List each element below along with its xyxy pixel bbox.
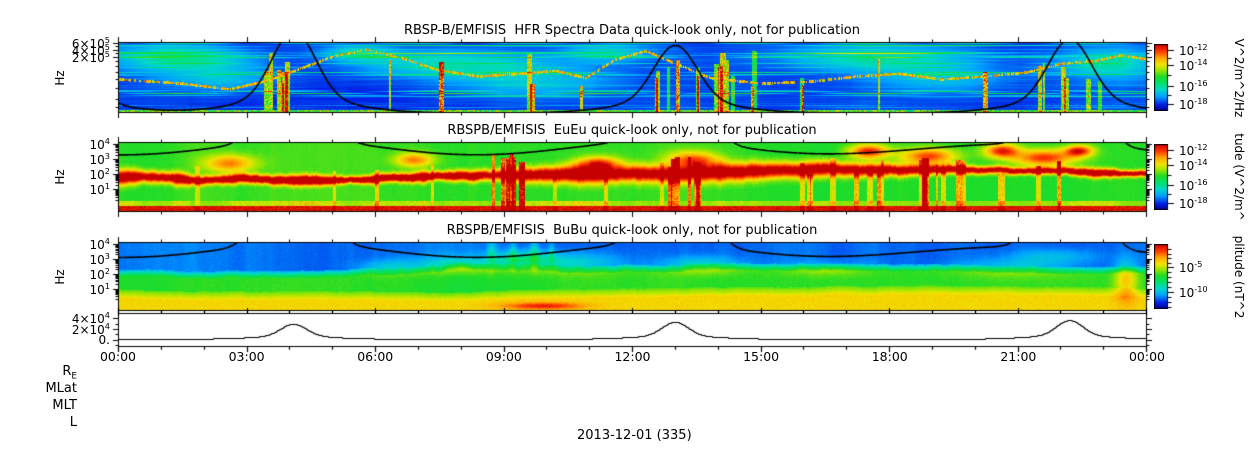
eueu-colorbar-unit-label: tude (V^2/m^ [1232, 133, 1246, 221]
date-label: 2013-12-01 (335) [577, 428, 692, 443]
x-tick-label: 18:00 [871, 349, 908, 364]
y-tick-label: 102 [89, 166, 110, 183]
colorbar-tick-label: 10-12 [1179, 42, 1208, 59]
x-tick-label: 09:00 [485, 349, 522, 364]
colorbar-tick-label: 10-14 [1179, 157, 1208, 174]
x-axis-tick-labels: 00:00 03:00 06:00 09:00 12:00 15:00 18:00 21:00… [100, 349, 1165, 365]
y-tick-label: 6×105 [71, 35, 110, 52]
y-tick-label: 2×105 [71, 48, 110, 65]
hfr-colorbar-unit-label: V^2/m^2/Hz [1232, 38, 1246, 117]
orbit-row-label: L [69, 415, 77, 430]
y-tick-label: 2×104 [71, 320, 110, 337]
y-tick-label: 103 [89, 151, 110, 168]
orbit-row-label: MLat [45, 381, 77, 396]
y-tick-label: 4×104 [71, 310, 110, 327]
x-tick-label: 00:00 [1128, 349, 1166, 364]
y-tick-label: 102 [89, 265, 110, 282]
colorbar-tick-label: 10-10 [1179, 284, 1208, 301]
hfr-y-tick-labels: 6×105 4×105 2×105 [36, 35, 110, 113]
eueu-panel-title: RBSPB/EMFISIS EuEu quick-look only, not … [447, 123, 817, 138]
orbit-row-label: RE [62, 364, 77, 382]
colorbar-tick-label: 10-18 [1179, 195, 1208, 212]
hfr-colorbar-tick-labels: 10-12 10-14 10-16 10-18 [1179, 42, 1239, 113]
colorbar-tick-label: 10-12 [1179, 141, 1208, 158]
bubu-spectrogram-canvas [110, 234, 1155, 319]
y-tick-label: 0. [98, 332, 110, 347]
magnetic-field-line-plot-canvas [110, 305, 1155, 355]
hfr-spectrogram-canvas [110, 34, 1155, 121]
x-tick-label: 21:00 [1000, 349, 1037, 364]
x-tick-label: 15:00 [743, 349, 780, 364]
y-tick-label: 101 [89, 280, 110, 297]
eueu-y-tick-labels: 104 103 102 101 [36, 136, 110, 212]
hfr-panel-title: RBSP-B/EMFISIS HFR Spectra Data quick-lo… [403, 23, 861, 38]
y-tick-label: 103 [89, 250, 110, 267]
bubu-panel-title: RBSPB/EMFISIS BuBu quick-look only, not … [446, 223, 818, 238]
colorbar-tick-label: 10-16 [1179, 77, 1208, 94]
hfr-colorbar [1154, 44, 1176, 111]
eueu-spectrogram-canvas [110, 134, 1155, 220]
bubu-colorbar-tick-labels: 10-5 10-10 [1179, 244, 1239, 309]
bubu-y-tick-labels: 104 103 102 101 [36, 236, 110, 311]
orbit-parameter-row-labels: RE MLat MLT L [30, 0, 77, 449]
x-tick-label: 06:00 [357, 349, 394, 364]
eueu-colorbar [1154, 144, 1176, 210]
colorbar-tick-label: 10-5 [1179, 258, 1203, 275]
eueu-colorbar-tick-labels: 10-12 10-14 10-16 10-18 [1179, 141, 1239, 212]
bubu-colorbar-unit-label: plitude (nT^2 [1232, 235, 1246, 318]
line-plot-y-tick-labels: 4×104 2×104 0. [36, 310, 110, 347]
colorbar-tick-label: 10-16 [1179, 176, 1208, 193]
y-tick-label: 101 [89, 181, 110, 198]
x-tick-label: 12:00 [614, 349, 651, 364]
y-tick-label: 4×105 [71, 41, 110, 58]
x-tick-label: 03:00 [228, 349, 265, 364]
bubu-colorbar [1154, 244, 1176, 309]
y-tick-label: 104 [89, 136, 110, 153]
orbit-row-label: MLT [52, 398, 77, 413]
colorbar-tick-label: 10-18 [1179, 96, 1208, 113]
x-tick-label: 00:00 [99, 349, 137, 364]
colorbar-tick-label: 10-14 [1179, 57, 1208, 74]
y-tick-label: 104 [89, 236, 110, 253]
